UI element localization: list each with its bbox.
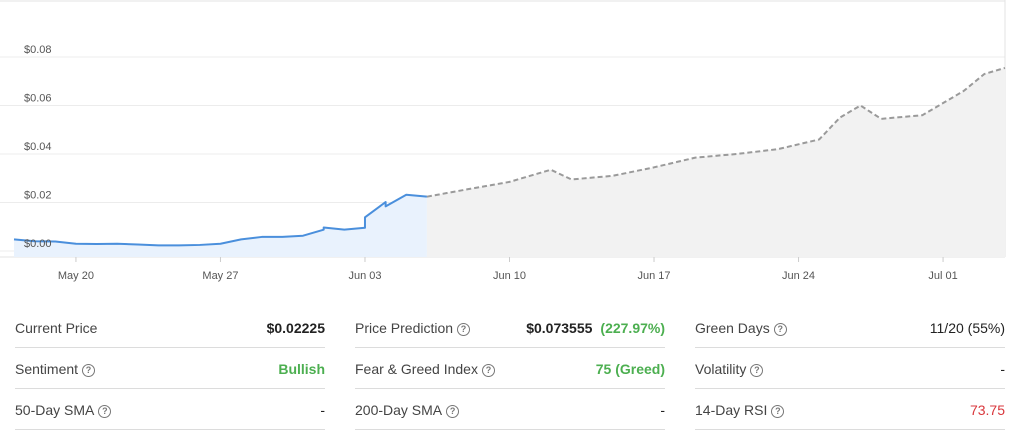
x-tick-label: Jun 17 — [638, 270, 671, 282]
chart-series — [13, 66, 1006, 247]
x-tick-label: Jun 03 — [348, 270, 381, 282]
stat-value-text: - — [660, 402, 665, 418]
stat-label: Green Days? — [695, 320, 787, 336]
price-line — [13, 193, 428, 247]
stat-value: $0.073555 (227.97%) — [526, 320, 665, 336]
stat-label: 50-Day SMA? — [15, 402, 112, 418]
prediction-line — [426, 66, 1006, 198]
prediction-area — [426, 67, 1006, 257]
stat-value-text: - — [320, 402, 325, 418]
stat-label: Price Prediction? — [355, 320, 471, 336]
stat-cell: Green Days? 11/20 (55%) — [695, 308, 1005, 348]
stat-label: 14-Day RSI? — [695, 402, 785, 418]
stat-label-text: Current Price — [15, 320, 98, 336]
stat-cell: Volatility? - — [695, 349, 1005, 389]
help-icon[interactable]: ? — [750, 364, 764, 377]
stat-label: 200-Day SMA? — [355, 402, 460, 418]
stat-value-text: 73.75 — [969, 402, 1005, 418]
row-divider — [355, 429, 665, 430]
stat-label-text: Green Days — [695, 320, 770, 336]
stat-value-text: 75 (Greed) — [595, 361, 665, 377]
stat-label-text: 200-Day SMA — [355, 402, 443, 418]
stat-value: 73.75 — [970, 402, 1005, 418]
x-tick-label: Jun 10 — [493, 270, 526, 282]
stat-value: Bullish — [278, 361, 325, 377]
stat-label-text: Price Prediction — [355, 320, 454, 336]
stat-cell: Fear & Greed Index? 75 (Greed) — [355, 349, 665, 389]
stats-row: 50-Day SMA? - 200-Day SMA? - 14-Day RSI? 73.7… — [0, 390, 1017, 430]
x-tick-label: Jul 01 — [928, 270, 957, 282]
stat-value-text: 11/20 (55%) — [929, 320, 1005, 336]
x-axis-ticks: May 20 May 27 Jun 03 Jun 10 Jun 17 Jun 24 Jul … — [58, 257, 958, 282]
stat-label-text: Sentiment — [15, 361, 79, 377]
row-divider — [15, 388, 325, 389]
help-icon[interactable]: ? — [457, 323, 471, 336]
stats-row: Current Price $0.02225 Price Prediction? $0… — [0, 308, 1017, 348]
stat-label-text: Fear & Greed Index — [355, 361, 478, 377]
stat-value-text: $0.073555 — [526, 320, 593, 336]
y-tick-label: $0.08 — [24, 44, 52, 56]
row-divider — [695, 388, 1005, 389]
help-icon[interactable]: ? — [82, 364, 96, 377]
stat-value: 75 (Greed) — [596, 361, 665, 377]
y-axis-ticks: $0.00 $0.02 $0.04 $0.06 $0.08 — [24, 44, 52, 250]
stat-label: Volatility? — [695, 361, 764, 377]
x-tick-label: Jun 24 — [782, 270, 815, 282]
y-tick-label: $0.02 — [24, 190, 52, 202]
stat-value: - — [660, 402, 665, 418]
stat-value-text: - — [1000, 361, 1005, 377]
stat-value-change: (227.97%) — [600, 320, 665, 336]
row-divider — [695, 347, 1005, 348]
stat-value: - — [1000, 361, 1005, 377]
row-divider — [355, 347, 665, 348]
stats-row: Sentiment? Bullish Fear & Greed Index? 75 (… — [0, 349, 1017, 389]
row-divider — [15, 347, 325, 348]
row-divider — [355, 388, 665, 389]
stat-cell: 200-Day SMA? - — [355, 390, 665, 430]
stat-label-text: 14-Day RSI — [695, 402, 768, 418]
help-icon[interactable]: ? — [98, 405, 112, 418]
stat-label: Current Price — [15, 320, 97, 336]
stat-label-text: Volatility — [695, 361, 747, 377]
stat-label-text: 50-Day SMA — [15, 402, 95, 418]
x-tick-label: May 27 — [202, 270, 238, 282]
stat-value-text: Bullish — [278, 361, 325, 377]
stat-label: Sentiment? — [15, 361, 96, 377]
price-area — [14, 194, 427, 257]
stat-value: 11/20 (55%) — [930, 320, 1005, 336]
stat-cell: Current Price $0.02225 — [15, 308, 325, 348]
y-tick-label: $0.00 — [24, 238, 52, 250]
help-icon[interactable]: ? — [773, 323, 787, 336]
stat-label: Fear & Greed Index? — [355, 361, 495, 377]
help-icon[interactable]: ? — [771, 405, 785, 418]
stat-value-text: $0.02225 — [266, 320, 325, 336]
row-divider — [695, 429, 1005, 430]
help-icon[interactable]: ? — [481, 364, 495, 377]
y-tick-label: $0.06 — [24, 93, 52, 105]
help-icon[interactable]: ? — [446, 405, 460, 418]
chart-areas — [14, 67, 1006, 257]
stat-cell: 50-Day SMA? - — [15, 390, 325, 430]
y-tick-label: $0.04 — [24, 141, 52, 153]
price-chart: $0.00 $0.02 $0.04 $0.06 $0.08 May 20 May 27 Ju… — [0, 0, 1006, 282]
row-divider — [15, 429, 325, 430]
stat-cell: 14-Day RSI? 73.75 — [695, 390, 1005, 430]
stat-cell: Price Prediction? $0.073555 (227.97%) — [355, 308, 665, 348]
x-tick-label: May 20 — [58, 270, 94, 282]
stat-cell: Sentiment? Bullish — [15, 349, 325, 389]
stat-value: $0.02225 — [267, 320, 325, 336]
stat-value: - — [320, 402, 325, 418]
